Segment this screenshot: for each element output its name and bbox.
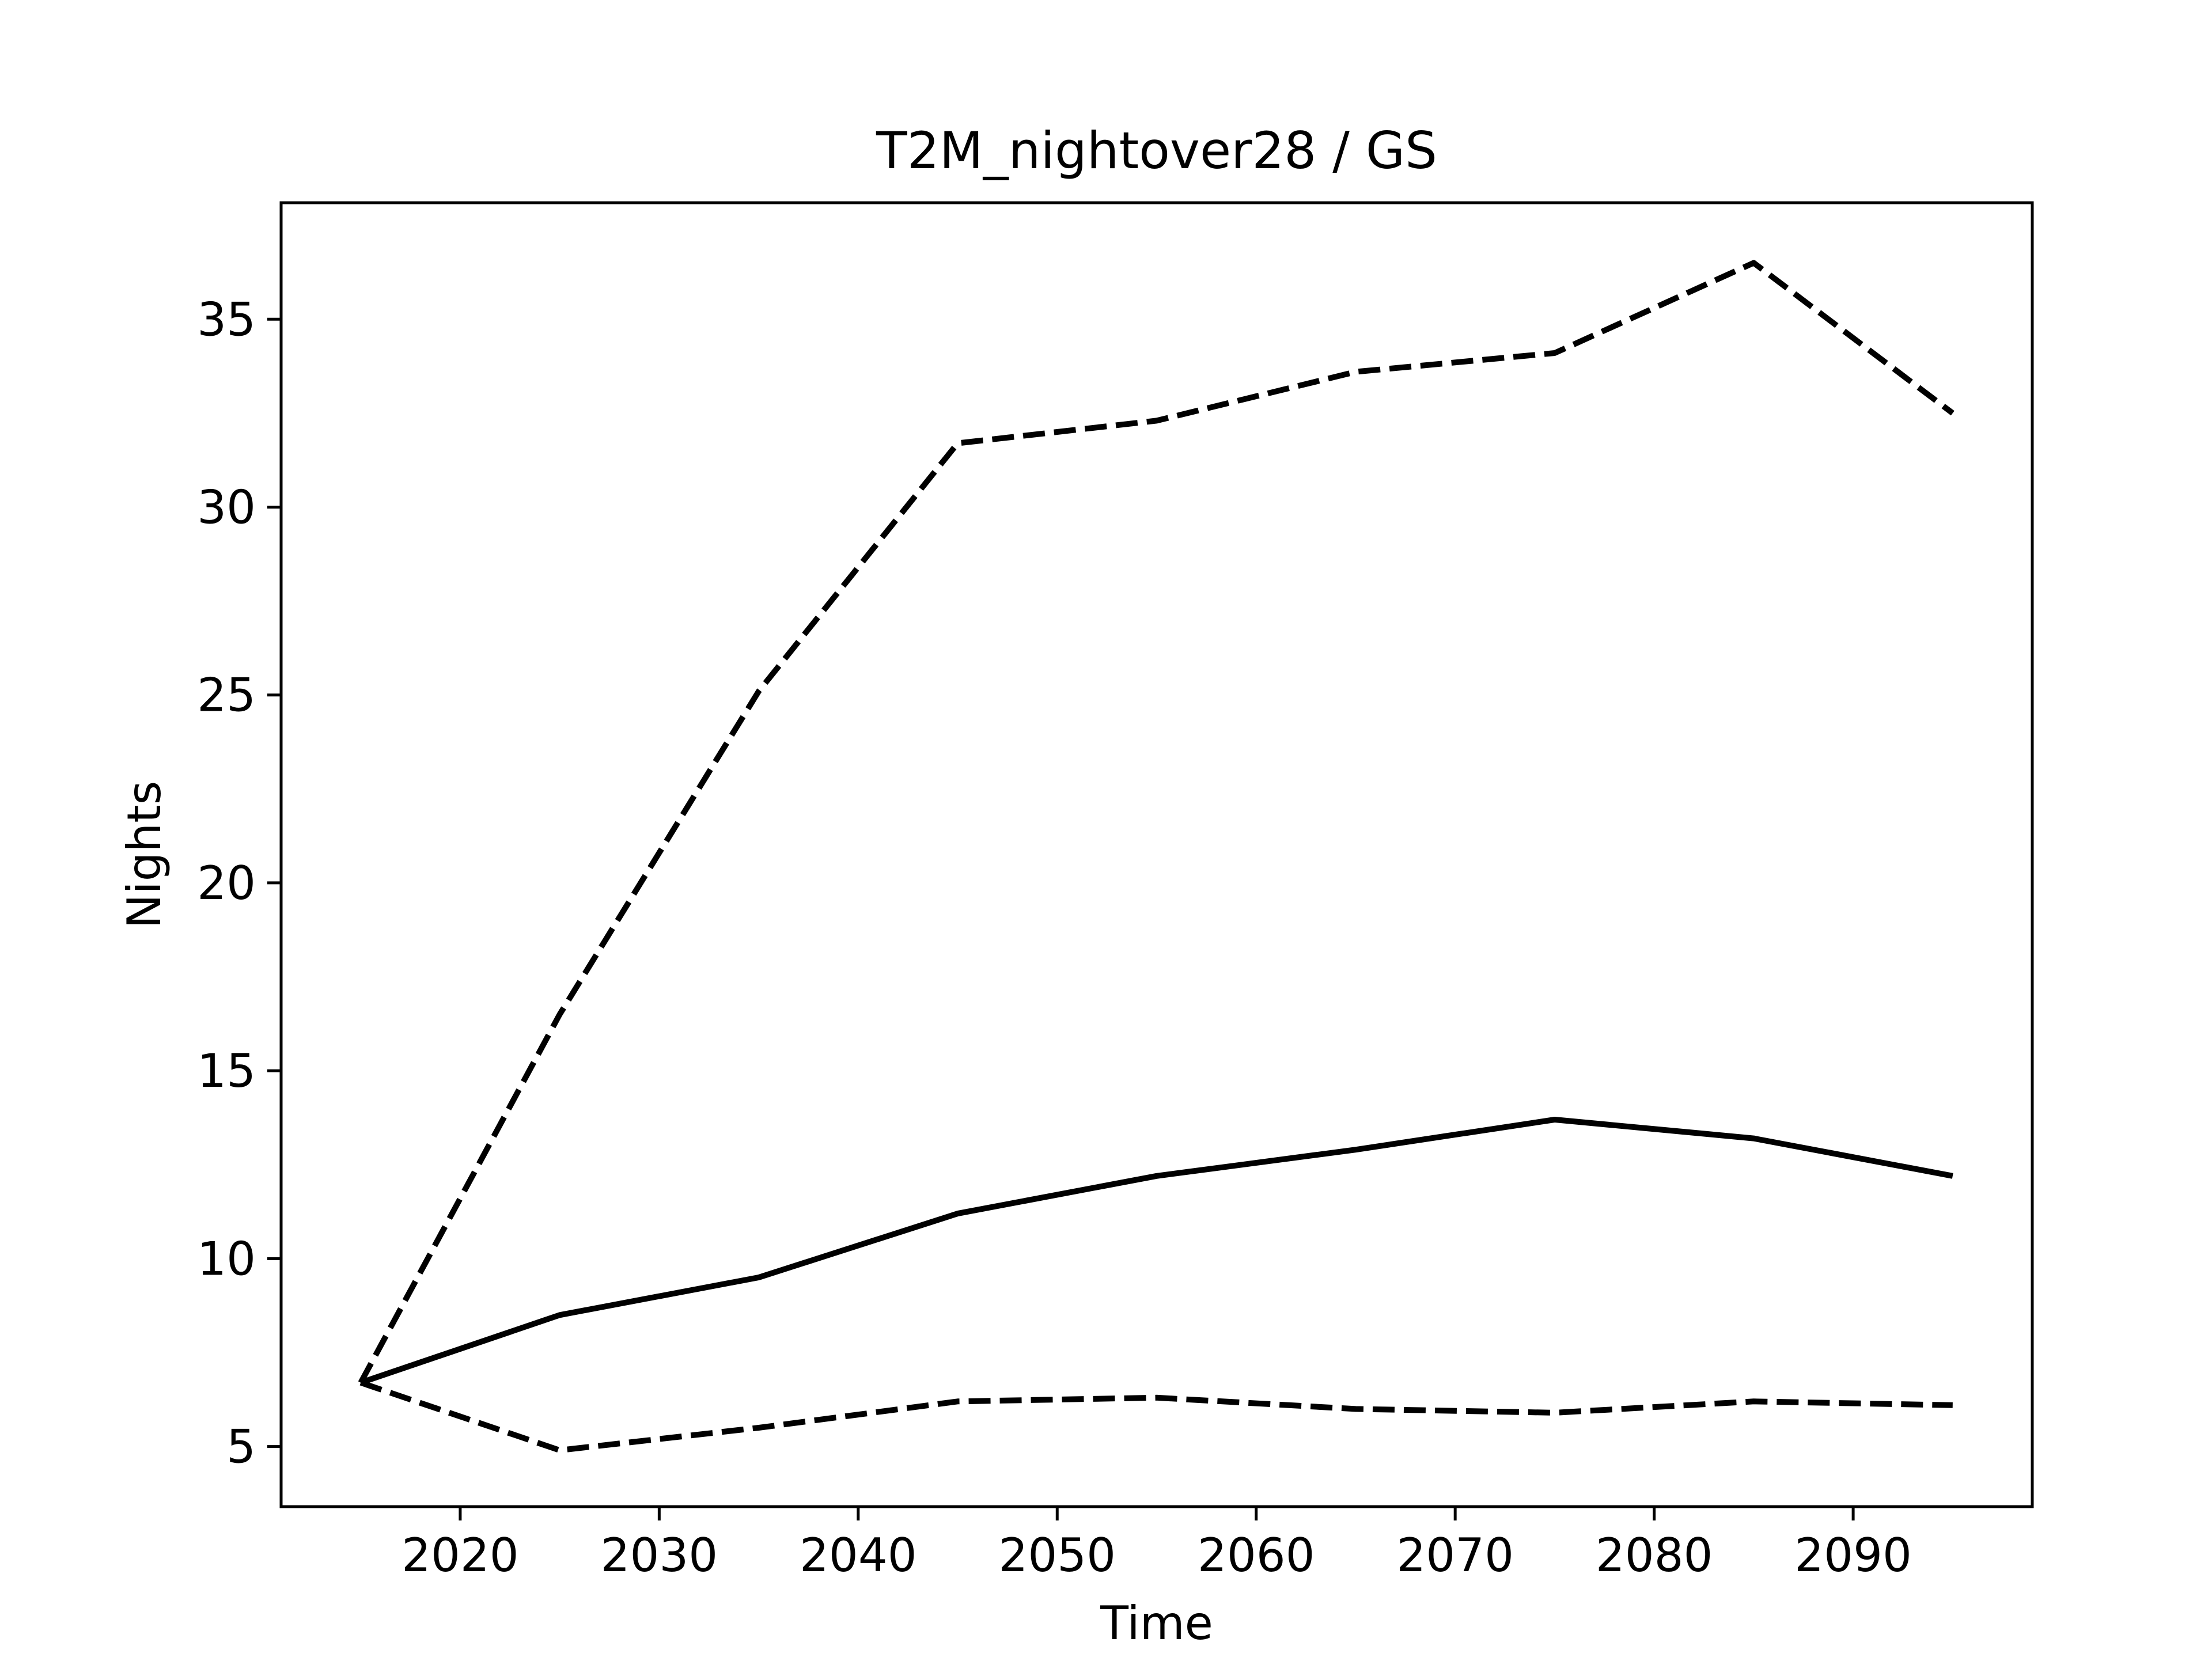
x-axis-label: Time [1100, 1596, 1213, 1650]
series-line-3 [359, 1379, 1953, 1454]
y-tick-label: 25 [197, 669, 256, 722]
x-tick-label: 2030 [601, 1529, 718, 1582]
x-tick-label: 2070 [1396, 1529, 1514, 1582]
y-tick-label: 5 [226, 1420, 256, 1474]
y-tick-label: 20 [197, 856, 256, 910]
plot-frame [279, 201, 2034, 1508]
x-tick-label: 2040 [800, 1529, 917, 1582]
y-tick-label: 30 [197, 480, 256, 534]
x-axis: 2020 2030 2040 2050 2060 2070 2080 2090 [402, 1507, 1912, 1582]
y-axis-label: Nights [118, 781, 171, 929]
y-axis: 5 10 15 20 25 30 35 [197, 293, 281, 1474]
y-tick-label: 10 [197, 1232, 256, 1285]
x-tick-label: 2080 [1596, 1529, 1713, 1582]
x-tick-label: 2050 [998, 1529, 1116, 1582]
series-line-1 [359, 1117, 1953, 1386]
x-tick-label: 2090 [1794, 1529, 1912, 1582]
y-tick-label: 15 [197, 1044, 256, 1098]
y-tick-label: 35 [197, 293, 256, 346]
series-line-2 [358, 260, 1955, 1385]
x-tick-label: 2020 [402, 1529, 519, 1582]
x-tick-label: 2060 [1198, 1529, 1315, 1582]
chart-title: T2M_nightover28 / GS [876, 121, 1437, 180]
series-layer [358, 260, 1955, 1454]
